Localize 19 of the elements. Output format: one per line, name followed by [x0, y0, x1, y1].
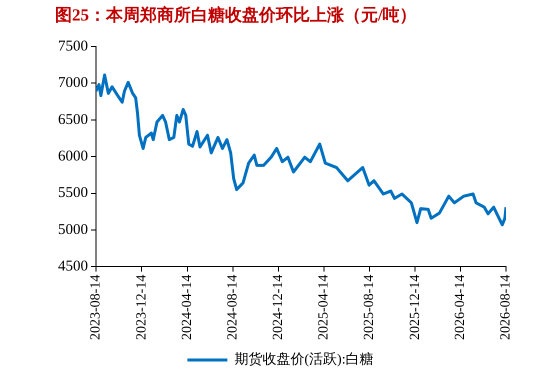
y-tick-label: 5000	[58, 222, 88, 238]
y-tick-label: 6000	[58, 148, 88, 164]
x-tick-label: 2023-12-14	[134, 274, 150, 340]
x-tick-label: 2025-08-14	[362, 274, 378, 340]
x-tick-label: 2026-08-14	[498, 274, 514, 340]
legend-label: 期货收盘价(活跃):白糖	[234, 352, 374, 368]
x-tick-label: 2024-08-14	[226, 274, 241, 340]
x-tick-label: 2025-04-14	[316, 274, 332, 340]
y-tick-label: 4500	[58, 258, 88, 275]
y-tick-label: 6500	[58, 112, 88, 128]
chart-title: 图25：本周郑商所白糖收盘价环比上涨（元/吨）	[55, 6, 417, 25]
y-tick-label: 7000	[58, 75, 88, 92]
x-tick-label: 2025-12-14	[408, 274, 423, 340]
y-tick-label: 5500	[58, 185, 88, 202]
x-tick-label: 2026-04-14	[453, 274, 468, 340]
x-tick-label: 2024-12-14	[271, 274, 286, 340]
x-tick-label: 2024-04-14	[180, 274, 195, 340]
y-tick-label: 7500	[58, 38, 88, 54]
x-tick-label: 2023-08-14	[88, 274, 104, 340]
